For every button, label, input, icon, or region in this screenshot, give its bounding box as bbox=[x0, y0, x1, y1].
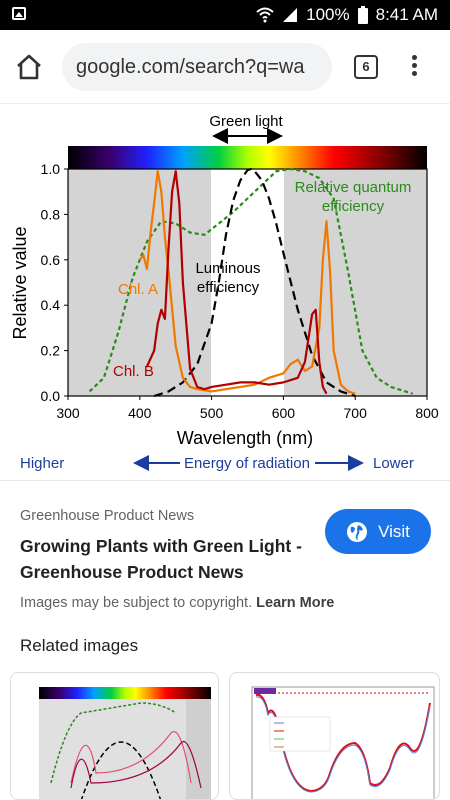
y-tick-label: 1.0 bbox=[41, 161, 61, 177]
globe-icon bbox=[347, 521, 368, 542]
related-images-heading: Related images bbox=[20, 636, 139, 655]
y-axis-title: Relative value bbox=[10, 226, 30, 339]
y-tick-label: 0.2 bbox=[41, 343, 61, 359]
energy-higher: Higher bbox=[20, 455, 64, 472]
x-tick-label: 600 bbox=[272, 405, 296, 421]
related-image-1[interactable] bbox=[10, 672, 219, 800]
label-luminous-1: Luminous bbox=[195, 260, 260, 277]
y-tick-label: 0.4 bbox=[41, 297, 61, 313]
y-tick-label: 0.0 bbox=[41, 388, 61, 404]
url-field[interactable]: google.com/search?q=wa bbox=[62, 43, 332, 91]
x-tick-label: 400 bbox=[128, 405, 152, 421]
energy-lower: Lower bbox=[373, 455, 414, 472]
learn-more-link[interactable]: Learn More bbox=[256, 595, 335, 611]
result-title[interactable]: Growing Plants with Green Light - Greenh… bbox=[20, 536, 302, 582]
visit-button[interactable]: Visit bbox=[325, 509, 431, 554]
status-bar: 100% 8:41 AM bbox=[0, 0, 450, 30]
series-chl-b bbox=[145, 170, 328, 395]
visit-label: Visit bbox=[378, 521, 410, 541]
label-rqe-2: efficiency bbox=[322, 198, 385, 215]
label-chl-b: Chl. B bbox=[113, 363, 154, 380]
y-tick-label: 0.8 bbox=[41, 206, 61, 222]
battery-icon bbox=[357, 6, 368, 24]
battery-text: 100% bbox=[306, 5, 350, 24]
signal-icon bbox=[283, 8, 298, 22]
result-source[interactable]: Greenhouse Product News bbox=[20, 508, 195, 524]
x-tick-label: 300 bbox=[56, 405, 80, 421]
x-tick-label: 500 bbox=[200, 405, 224, 421]
x-tick-label: 700 bbox=[344, 405, 368, 421]
related-image-2[interactable] bbox=[229, 672, 440, 800]
home-icon[interactable] bbox=[14, 52, 44, 82]
tab-switcher-button[interactable]: 6 bbox=[354, 55, 378, 79]
browser-toolbar: google.com/search?q=wa 6 bbox=[0, 30, 450, 104]
result-image[interactable]: Green light 0.0 0.2 0.4 0.6 0.8 1.0 300 400 500… bbox=[0, 104, 450, 476]
copyright-text: Images may be subject to copyright. bbox=[20, 595, 253, 611]
spectrum-chart: Green light 0.0 0.2 0.4 0.6 0.8 1.0 300 400 500… bbox=[10, 113, 439, 472]
label-luminous-2: efficiency bbox=[197, 279, 260, 296]
copyright-note: Images may be subject to copyright. Lear… bbox=[20, 595, 334, 611]
x-tick-label: 800 bbox=[415, 405, 439, 421]
spectrum-bar bbox=[68, 146, 427, 169]
x-axis-title: Wavelength (nm) bbox=[177, 428, 313, 448]
label-rqe-1: Relative quantum bbox=[295, 179, 412, 196]
gallery-icon bbox=[12, 7, 26, 20]
wifi-icon bbox=[256, 7, 274, 23]
series-relative-quantum-efficiency bbox=[88, 167, 413, 395]
series-chl-a bbox=[138, 170, 356, 395]
energy-label: Energy of radiation bbox=[184, 455, 310, 472]
green-light-band bbox=[211, 169, 284, 396]
y-tick-label: 0.6 bbox=[41, 252, 61, 268]
label-chl-a: Chl. A bbox=[118, 281, 158, 298]
overflow-menu-icon[interactable] bbox=[404, 52, 424, 82]
clock: 8:41 AM bbox=[375, 5, 438, 24]
green-light-label: Green light bbox=[209, 113, 283, 130]
divider bbox=[0, 480, 450, 481]
